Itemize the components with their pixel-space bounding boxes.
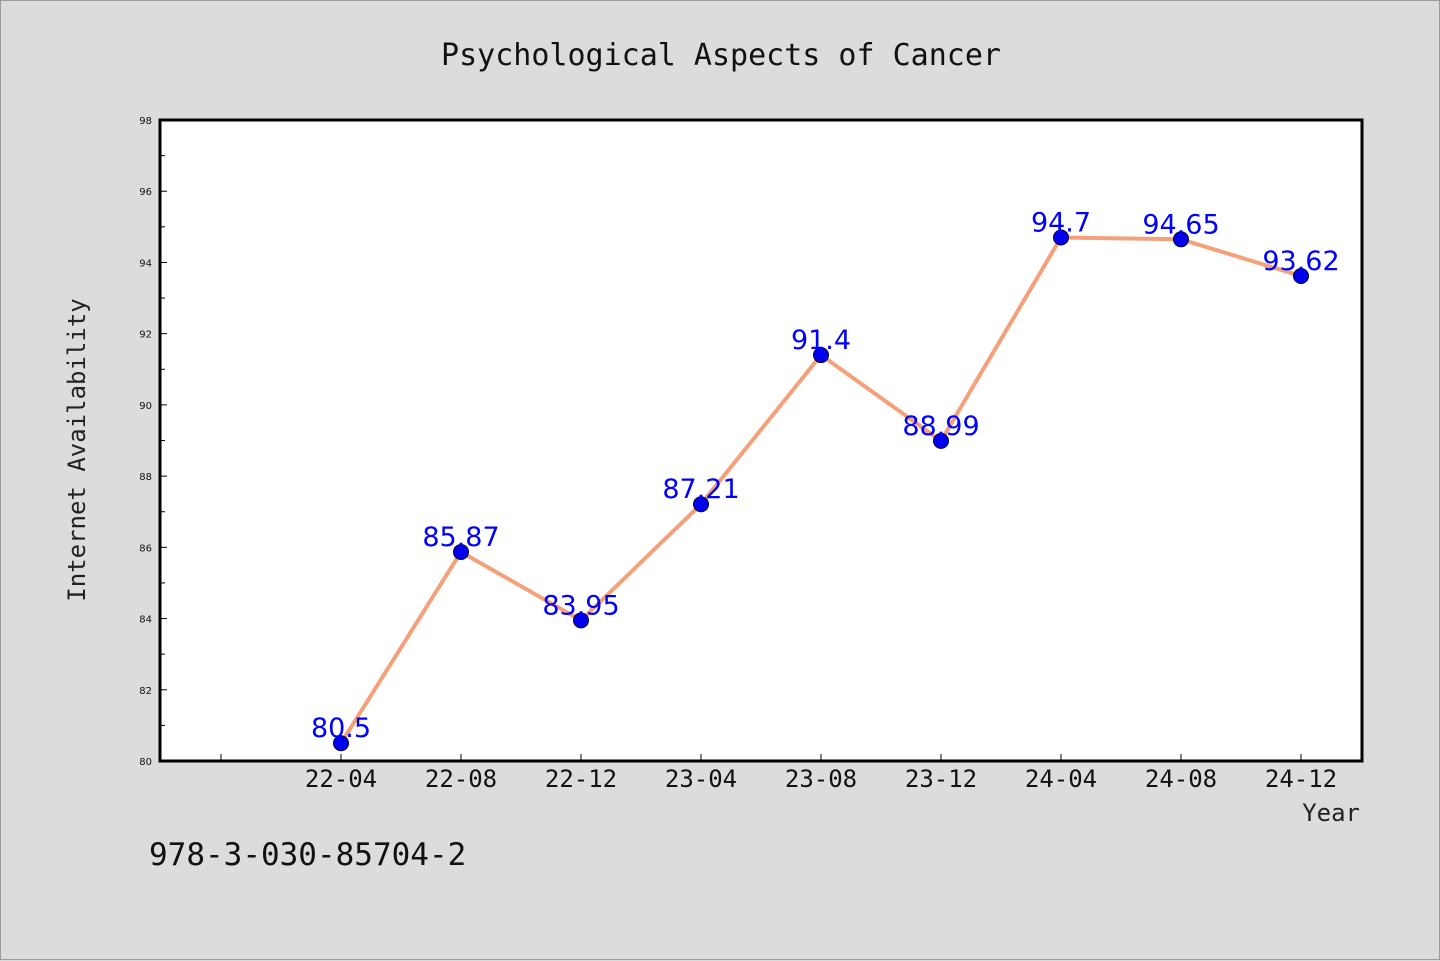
data-point xyxy=(1053,229,1069,246)
data-label: 94.65 xyxy=(1142,209,1219,240)
data-point xyxy=(933,432,949,449)
y-tick-label: 98 xyxy=(139,116,152,127)
x-tick-label: 24-04 xyxy=(1025,765,1097,793)
y-tick-label: 88 xyxy=(139,472,152,483)
x-axis-label: Year xyxy=(1302,799,1360,827)
y-axis-label: Internet Availability xyxy=(63,298,91,601)
data-label: 93.62 xyxy=(1262,246,1339,277)
x-tick-label: 24-08 xyxy=(1145,765,1217,793)
data-label: 80.5 xyxy=(311,713,371,744)
data-point xyxy=(1293,267,1309,284)
data-label: 85.87 xyxy=(422,522,499,553)
data-point xyxy=(693,496,709,513)
y-tick-label: 90 xyxy=(139,401,152,412)
axis-ticks: 80 82 84 86 88 90 92 94 96 98 22-04 22-08 22-12 23-04… xyxy=(139,116,1337,793)
y-tick-label: 96 xyxy=(139,187,152,198)
y-tick-label: 84 xyxy=(139,615,152,626)
footnote-isbn: 978-3-030-85704-2 xyxy=(149,837,466,873)
y-tick-label: 86 xyxy=(139,543,152,554)
plot-border xyxy=(158,118,1364,763)
data-point xyxy=(453,543,469,560)
x-tick-label: 22-08 xyxy=(425,765,497,793)
plot-area xyxy=(160,120,1362,761)
data-label: 87.21 xyxy=(662,474,739,505)
data-point xyxy=(1173,231,1189,248)
data-label: 94.7 xyxy=(1031,208,1091,239)
x-tick-label: 22-12 xyxy=(545,765,617,793)
data-label: 88.99 xyxy=(902,411,979,442)
y-tick-label: 82 xyxy=(139,686,152,697)
x-tick-label: 22-04 xyxy=(305,765,377,793)
x-tick-label: 23-12 xyxy=(905,765,977,793)
y-tick-label: 94 xyxy=(139,258,152,269)
series-group: 80.5 85.87 83.95 87.21 91.4 88.99 94.7 94.65 93.… xyxy=(311,208,1340,752)
data-point xyxy=(573,612,589,629)
data-label: 91.4 xyxy=(791,325,851,356)
data-label: 83.95 xyxy=(542,590,619,621)
x-tick-label: 23-04 xyxy=(665,765,737,793)
y-tick-label: 80 xyxy=(139,757,152,768)
data-point xyxy=(333,735,349,752)
data-point xyxy=(813,347,829,364)
x-tick-label: 24-12 xyxy=(1265,765,1337,793)
x-tick-label: 23-08 xyxy=(785,765,857,793)
y-tick-label: 92 xyxy=(139,330,152,341)
chart-title: Psychological Aspects of Cancer xyxy=(441,38,1001,73)
